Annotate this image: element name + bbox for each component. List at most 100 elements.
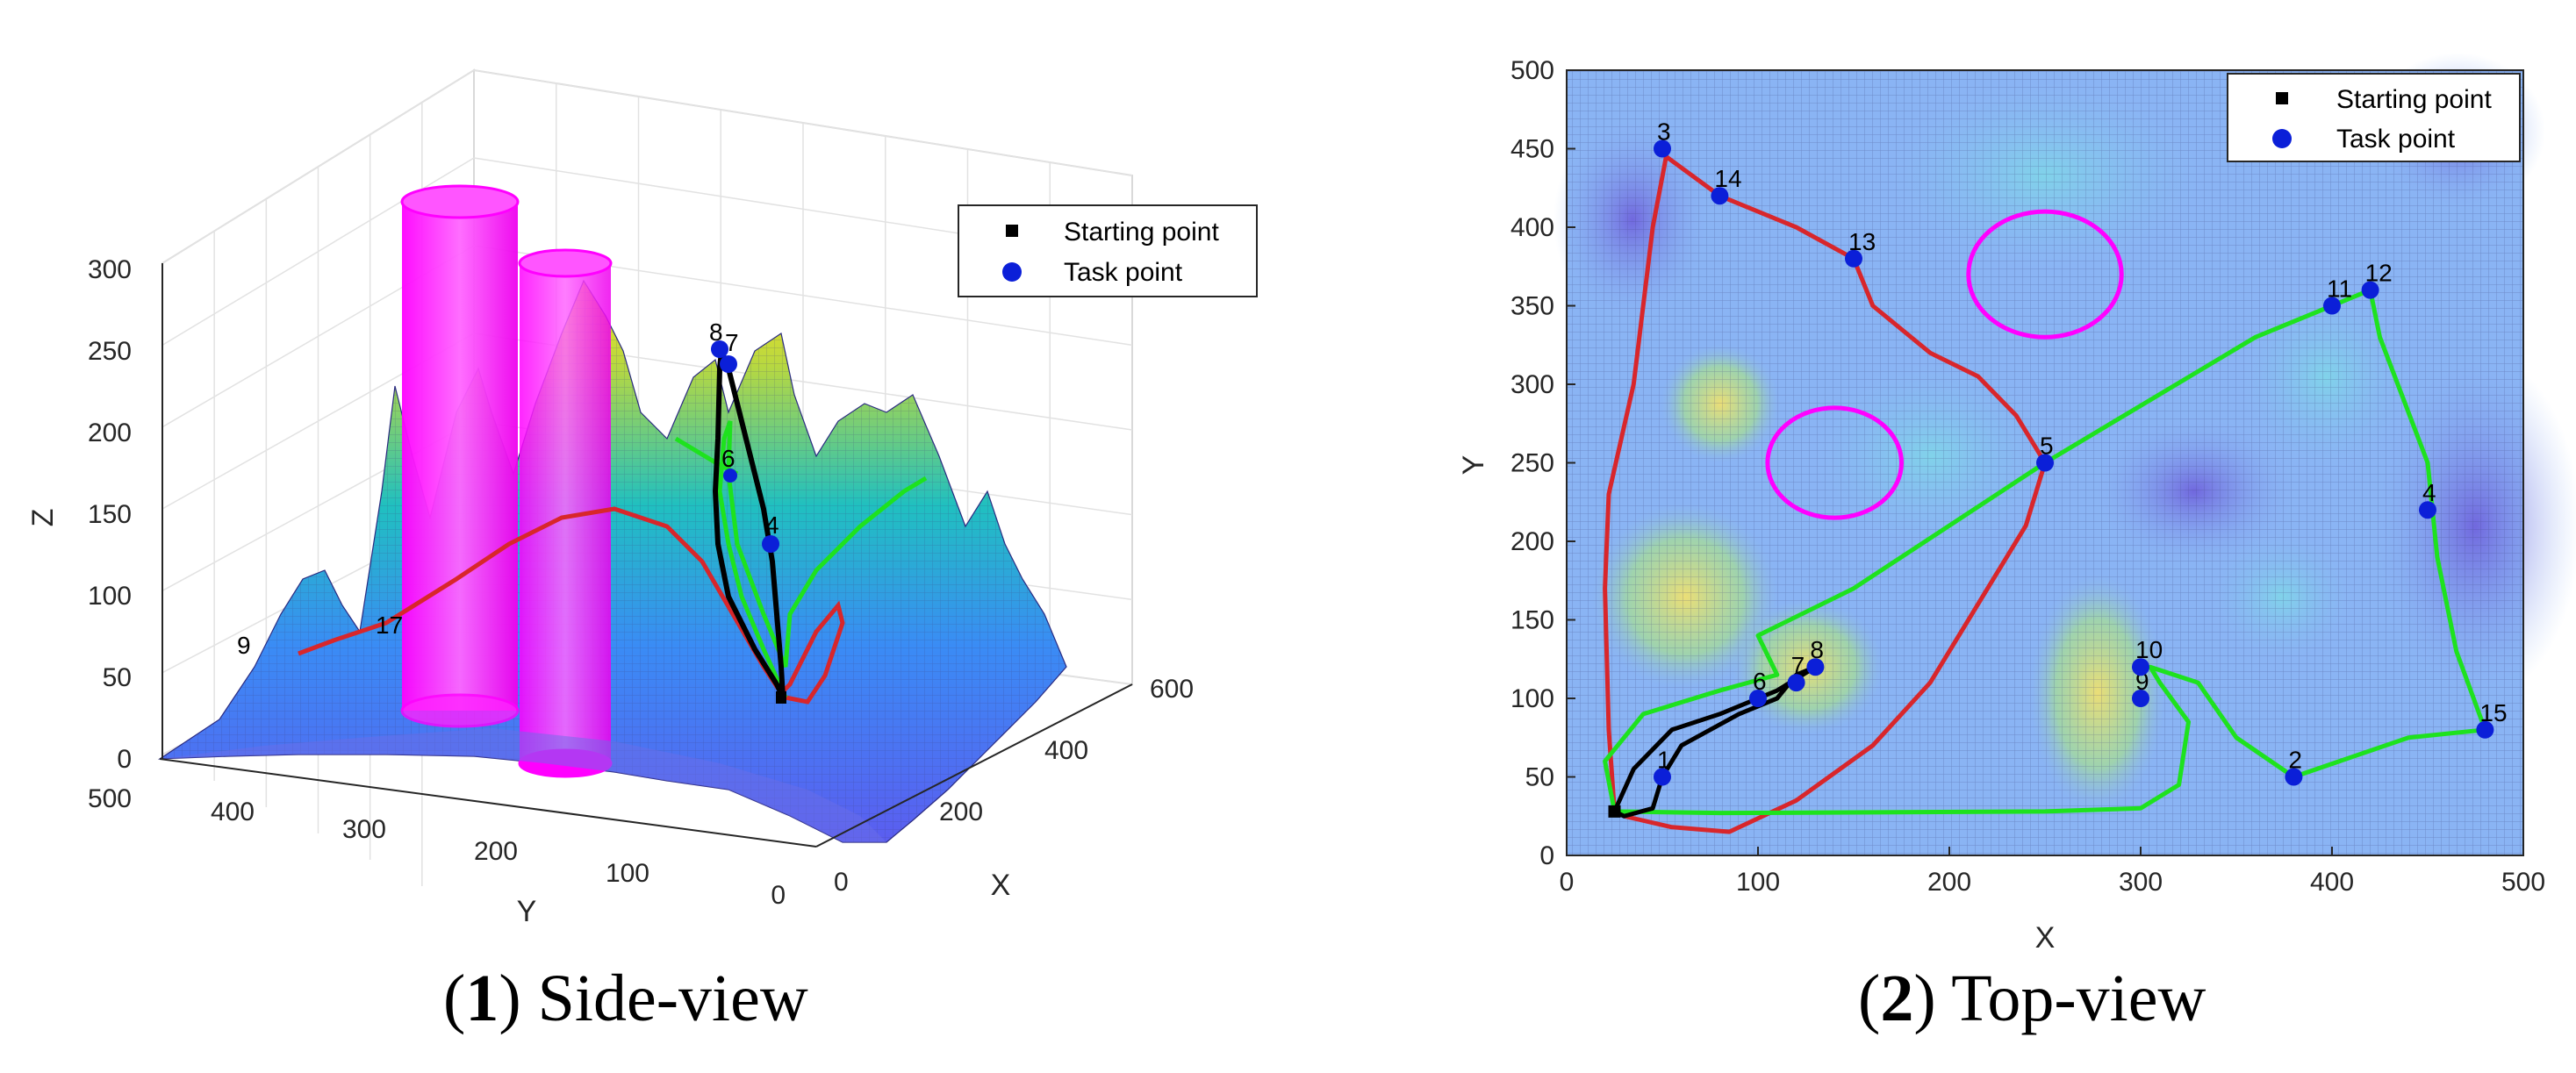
y-tick-label: 350 [1510,292,1554,321]
x-tick: 200 [939,798,983,826]
top-view-caption: (2) Top-view [1858,962,2206,1035]
task-point-14 [1711,187,1729,205]
paths [1603,154,2487,834]
x-tick-label: 400 [2310,868,2354,897]
x-axis-line [815,683,1133,848]
y-tick-label: 100 [1510,684,1554,713]
task-point-label: 11 [2327,275,2352,303]
task-point-label: 5 [2040,433,2054,460]
side-start-marker [776,691,786,704]
task-point-label: 1 [1657,747,1671,774]
z-tick: 200 [88,418,132,447]
side-point-label-4: 4 [765,511,779,539]
y-tick-label: 0 [1539,841,1554,870]
y-tick: 100 [606,859,649,888]
z-tick: 250 [88,337,132,366]
obstacle-circle-2 [1966,209,2124,340]
caption-text: Top-view [1951,962,2206,1035]
task-point-1 [1654,768,1671,786]
x-tick-labels: 0 200 400 600 [834,675,1194,897]
task-point-label: 3 [1657,118,1671,146]
task-point-label: 12 [2365,260,2393,287]
y-axis-line [159,758,817,848]
start-marker [1608,805,1621,818]
task-point-5 [2036,454,2054,472]
y-tick-label: 250 [1510,449,1554,478]
side-view-chart: 8 7 6 4 9 17 0 50 100 150 200 250 300 50… [26,68,1258,928]
task-point-2 [2285,768,2303,786]
y-tick-label: 50 [1525,763,1554,792]
z-tick: 150 [88,500,132,529]
task-point-12 [2361,281,2379,299]
z-tick: 50 [103,663,132,692]
side-view-caption: (1) Side-view [443,962,808,1035]
caption-number: 1 [465,962,499,1035]
axis-ticks: 0 100 200 300 400 500 0 50 100 150 200 250 300 350 400… [1510,56,2545,897]
task-point-label: 8 [1810,636,1824,663]
task-point-13 [1845,249,1862,268]
terrain-foreground [160,728,886,842]
z-tick: 300 [88,255,132,284]
side-point-label-8: 8 [709,318,723,346]
side-task-point-6 [723,469,737,483]
caption-text: Side-view [537,962,808,1035]
task-point-label: 15 [2479,699,2507,726]
task-point-label: 14 [1714,165,1741,192]
obstacle-circle-1 [1765,405,1904,520]
task-point-label: 2 [2288,747,2302,774]
terrain-mesh [160,281,1066,842]
z-tick: 100 [88,582,132,611]
x-tick-label: 200 [1927,868,1971,897]
task-point-8 [1806,658,1825,676]
side-legend: Starting point Task point [958,204,1258,297]
task-point-7 [1787,674,1805,692]
z-tick-labels: 0 50 100 150 200 250 300 [88,255,132,774]
y-tick-label: 200 [1510,527,1554,556]
side-point-label-17: 17 [376,612,403,639]
side-point-label-6: 6 [721,445,735,472]
y-tick-label: 400 [1510,213,1554,242]
task-point-label: 13 [1848,228,1876,255]
x-tick: 0 [834,868,849,897]
legend-start-label: Starting point [2336,85,2492,114]
y-tick: 500 [88,784,132,813]
y-tick: 400 [211,798,255,826]
task-point-label: 4 [2422,479,2436,506]
x-tick-label: 500 [2501,868,2545,897]
legend-task-marker [2272,129,2292,148]
x-tick-label: 100 [1736,868,1780,897]
task-point-11 [2323,297,2341,315]
z-axis-label: Z [26,509,60,527]
task-point-label: 10 [2135,636,2163,663]
y-tick-label: 300 [1510,370,1554,399]
z-tick: 0 [117,745,132,774]
y-tick: 200 [474,837,518,866]
y-tick-label: 450 [1510,135,1554,164]
side-task-point-4 [762,535,779,553]
legend-start-label: Starting point [1064,218,1219,247]
side-task-point-7 [720,355,737,373]
legend-task-marker [1002,262,1022,282]
caption-number: 2 [1880,962,1914,1035]
legend-start-marker [2276,92,2288,104]
y-tick-label: 150 [1510,606,1554,635]
legend-start-marker [1006,225,1018,237]
top-legend: Starting point Task point [2227,73,2521,162]
task-point-9 [2132,690,2149,707]
x-tick-label: 0 [1560,868,1575,897]
top-x-axis-label: X [2035,921,2056,955]
side-task-point-8 [711,340,728,358]
obstacles [1765,209,2124,520]
side-point-label-7: 7 [725,329,739,356]
side-point-label-9: 9 [237,632,251,659]
task-point-label: 6 [1753,668,1767,695]
task-point-15 [2476,720,2494,739]
x-tick-label: 300 [2119,868,2163,897]
black-path [1612,664,1818,819]
y-tick: 0 [771,881,786,910]
y-axis-label: Y [517,895,537,928]
task-point-label: 7 [1791,652,1805,679]
x-axis-label: X [991,869,1011,902]
